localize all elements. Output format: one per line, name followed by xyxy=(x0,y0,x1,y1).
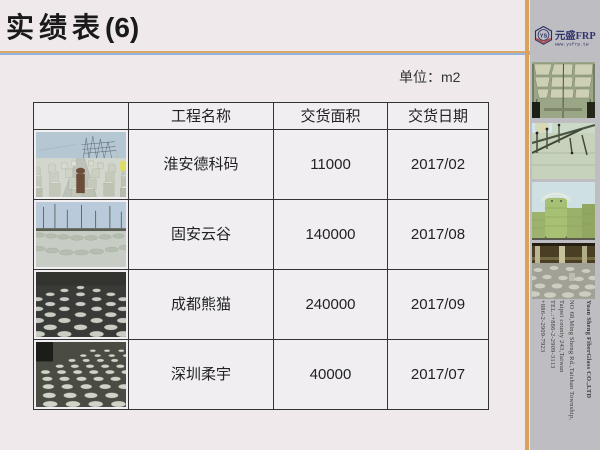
svg-text:元盛FRP: 元盛FRP xyxy=(555,29,596,42)
svg-text:YS: YS xyxy=(540,33,548,39)
svg-text:www.ysfrp.tw: www.ysfrp.tw xyxy=(555,41,589,47)
